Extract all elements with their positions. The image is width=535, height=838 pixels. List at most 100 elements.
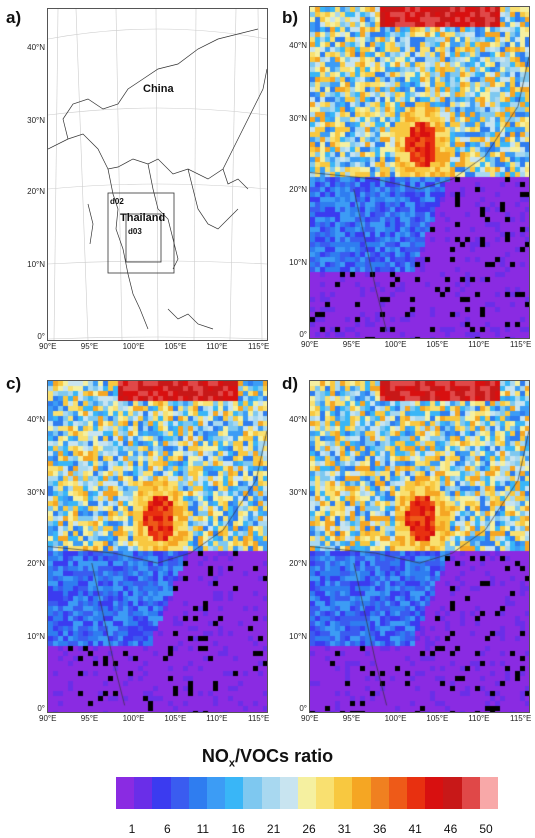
thailand-label: Thailand: [120, 212, 166, 224]
legend-color-cell: [188, 777, 207, 809]
ratio-raster-d: [310, 381, 529, 712]
lon-tick: 115°E: [510, 714, 532, 723]
legend-color-cell: [152, 777, 171, 809]
legend-color-cell: [225, 777, 244, 809]
panel-label-c: c): [6, 374, 22, 393]
legend-color-cell: [134, 777, 153, 809]
lon-tick: 95°E: [342, 340, 361, 349]
lat-tick: 40°N: [289, 40, 307, 50]
lon-tick: 105°E: [426, 714, 449, 723]
lat-tick: 40°N: [289, 414, 307, 424]
legend-color-cell: [388, 777, 407, 809]
legend-color-cell: [316, 777, 335, 809]
ratio-map-b: [309, 6, 530, 339]
coastlines: [48, 28, 267, 330]
ratio-map-d: [309, 380, 530, 713]
legend-title-rest: /VOCs ratio: [235, 746, 334, 766]
lat-tick: 20°N: [27, 558, 45, 568]
legend-tick-label: 16: [231, 822, 245, 836]
lat-tick: 10°N: [27, 259, 45, 269]
panel-label-b: b): [282, 8, 299, 27]
lon-tick: 100°E: [384, 714, 407, 723]
legend-tick-label: 11: [196, 822, 210, 836]
panel-label-a: a): [6, 8, 22, 27]
legend-color-cell: [479, 777, 498, 809]
lat-tick: 40°N: [27, 42, 45, 52]
lon-tick: 95°E: [80, 342, 99, 351]
legend-tick-label: 41: [408, 822, 422, 836]
lat-tick: 0°: [37, 332, 45, 342]
ratio-raster-c: [48, 381, 267, 712]
legend-tick-label: 26: [302, 822, 316, 836]
lon-tick: 105°E: [426, 340, 449, 349]
legend-color-cell: [370, 777, 389, 809]
legend-color-cell: [461, 777, 480, 809]
legend-color-cell: [443, 777, 462, 809]
lon-tick: 115°E: [510, 340, 532, 349]
lon-tick: 110°E: [468, 714, 490, 723]
lat-tick: 30°N: [289, 113, 307, 123]
lon-tick: 95°E: [80, 714, 99, 723]
graticule: [48, 9, 267, 340]
lon-tick: 100°E: [384, 340, 407, 349]
china-label: China: [143, 83, 174, 95]
legend-tick-label: 50: [479, 822, 493, 836]
legend-color-cell: [279, 777, 298, 809]
legend-color-cell: [170, 777, 189, 809]
lat-tick: 20°N: [27, 186, 45, 196]
d03-label: d03: [128, 227, 142, 236]
lat-tick: 0°: [299, 330, 307, 340]
ratio-raster-b: [310, 7, 529, 338]
legend-tick-label: 36: [373, 822, 387, 836]
lon-tick: 110°E: [468, 340, 490, 349]
lat-tick: 30°N: [27, 487, 45, 497]
lon-tick: 100°E: [122, 714, 145, 723]
legend-color-cell: [334, 777, 353, 809]
lon-tick: 95°E: [342, 714, 361, 723]
lon-tick: 90°E: [39, 714, 57, 723]
lon-tick: 105°E: [164, 342, 187, 351]
legend-tick-label: 31: [337, 822, 352, 836]
lat-tick: 20°N: [289, 558, 307, 568]
d02-label: d02: [110, 197, 124, 206]
legend-tick-label: 6: [164, 822, 171, 836]
lat-tick: 10°N: [27, 631, 45, 641]
lat-tick: 10°N: [289, 631, 307, 641]
lon-tick: 90°E: [301, 340, 319, 349]
lon-tick: 110°E: [206, 714, 228, 723]
lat-tick: 0°: [37, 704, 45, 714]
legend-color-cell: [243, 777, 262, 809]
panel-label-d: d): [282, 374, 299, 393]
lon-tick: 90°E: [301, 714, 319, 723]
lat-tick: 20°N: [289, 184, 307, 194]
lon-tick: 100°E: [122, 342, 145, 351]
lat-tick: 40°N: [27, 414, 45, 424]
lon-tick: 90°E: [39, 342, 57, 351]
lat-tick: 0°: [299, 704, 307, 714]
legend-tick-label: 1: [128, 822, 136, 836]
lon-tick: 105°E: [164, 714, 187, 723]
legend-color-cell: [425, 777, 444, 809]
legend-tick-label: 21: [266, 822, 281, 836]
lat-tick: 10°N: [289, 257, 307, 267]
domain-d03-box: [125, 213, 162, 263]
legend-title-sub: x: [228, 757, 236, 770]
lat-tick: 30°N: [27, 115, 45, 125]
legend-title: NOx/VOCs ratio: [0, 746, 535, 770]
legend-color-cell: [407, 777, 426, 809]
legend-colorbar: [116, 777, 498, 809]
domain-map: China Thailand d02 d03: [47, 8, 268, 341]
domain-map-svg: [48, 9, 267, 340]
ratio-map-c: [47, 380, 268, 713]
legend-color-cell: [261, 777, 280, 809]
lon-tick: 110°E: [206, 342, 228, 351]
lat-tick: 30°N: [289, 487, 307, 497]
legend-tick-label: 46: [443, 822, 458, 836]
lon-tick: 115°E: [248, 342, 270, 351]
legend-color-cell: [206, 777, 226, 809]
lon-tick: 115°E: [248, 714, 270, 723]
legend-color-cell: [352, 777, 371, 809]
legend-title-main: NO: [201, 746, 229, 766]
domain-d02-box: [107, 192, 175, 274]
legend-color-cell: [297, 777, 317, 809]
